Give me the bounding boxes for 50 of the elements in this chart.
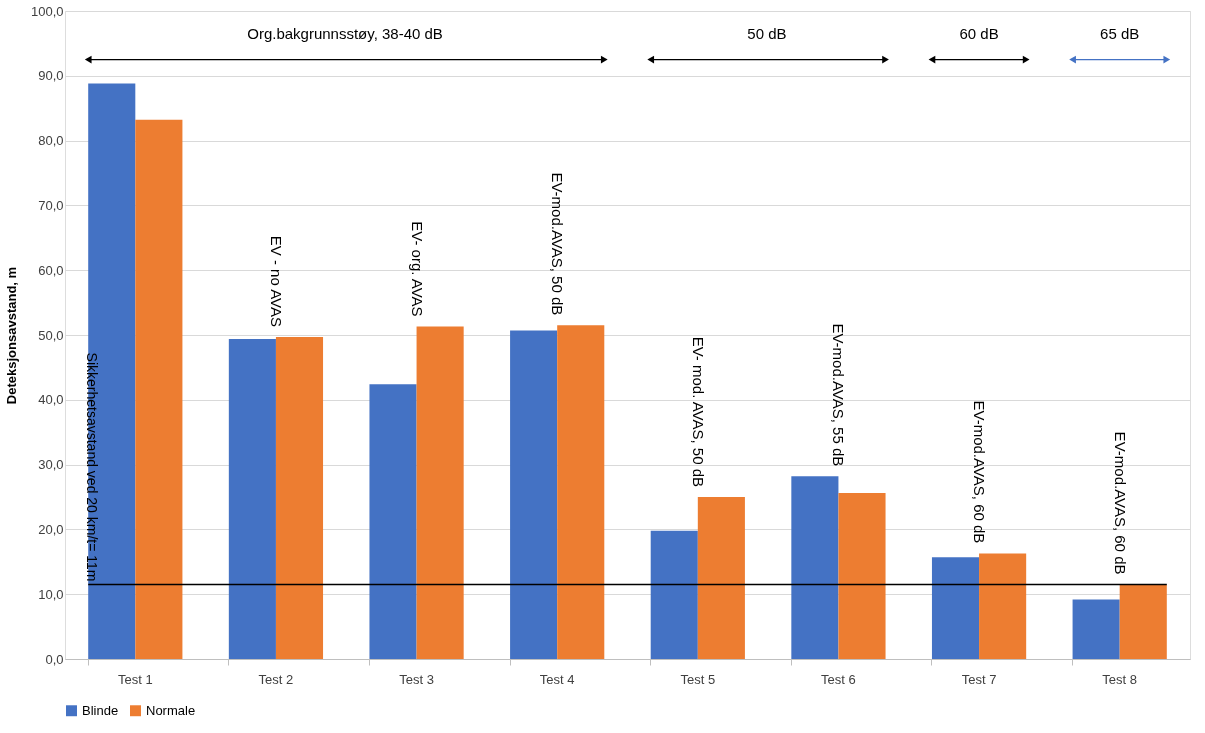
- x-tick-label: Test 2: [258, 671, 294, 687]
- bar: [979, 553, 1027, 659]
- annotation: EV-mod.AVAS, 55 dB: [830, 323, 848, 467]
- y-tick-label: 90,0: [38, 68, 64, 84]
- bar: [135, 119, 183, 659]
- x-tick-label: Test 5: [680, 671, 716, 687]
- bar: [1119, 584, 1167, 659]
- bar: [697, 497, 745, 659]
- bar: [791, 476, 839, 659]
- x-tick-label: Test 4: [539, 671, 575, 687]
- annotation: 50 dB: [747, 24, 787, 42]
- y-tick-label: 70,0: [38, 197, 64, 213]
- annotation: 60 dB: [959, 24, 999, 42]
- x-tick-label: Test 1: [117, 671, 153, 687]
- y-tick-label: 50,0: [38, 327, 64, 343]
- bar: [557, 325, 605, 659]
- annotation: EV-mod.AVAS, 60 dB: [1111, 431, 1129, 575]
- annotation: EV- mod. AVAS, 50 dB: [689, 336, 707, 487]
- ref-line-label: Sikkerhetsavstand ved 20 km/t= 11m: [84, 352, 101, 582]
- y-tick-label: 100,0: [30, 3, 64, 19]
- x-tick-label: Test 8: [1102, 671, 1138, 687]
- x-tick-label: Test 6: [821, 671, 856, 687]
- bar: [510, 330, 558, 659]
- legend-label: Normale: [146, 702, 196, 718]
- x-tick-label: Test 3: [399, 671, 434, 687]
- y-tick-label: 80,0: [38, 133, 64, 149]
- bar: [931, 557, 980, 659]
- y-tick-label: 30,0: [38, 457, 64, 473]
- annotation: Org.bakgrunnsstøy, 38-40 dB: [247, 24, 443, 42]
- annotation: EV - no AVAS: [267, 235, 285, 327]
- bar: [416, 326, 464, 659]
- bar: [838, 493, 886, 659]
- bar: [228, 338, 276, 659]
- annotation: EV-mod.AVAS, 50 dB: [549, 172, 567, 316]
- y-tick-label: 10,0: [38, 586, 64, 602]
- annotation: 65 dB: [1100, 24, 1140, 42]
- bar: [1072, 599, 1120, 659]
- y-tick-label: 60,0: [38, 262, 64, 278]
- bar: [369, 384, 417, 659]
- legend-label: Blinde: [82, 702, 119, 718]
- y-tick-label: 20,0: [38, 521, 64, 537]
- y-axis-title: Deteksjonsavstand, m: [3, 266, 19, 405]
- bar: [275, 336, 324, 659]
- y-tick-label: 40,0: [38, 392, 64, 408]
- bar: [650, 530, 698, 659]
- bar: [88, 83, 136, 659]
- annotation: EV- org. AVAS: [408, 221, 426, 317]
- annotation: EV-mod.AVAS, 60 dB: [971, 400, 989, 544]
- x-tick-label: Test 7: [961, 671, 997, 687]
- y-tick-label: 0,0: [45, 651, 64, 667]
